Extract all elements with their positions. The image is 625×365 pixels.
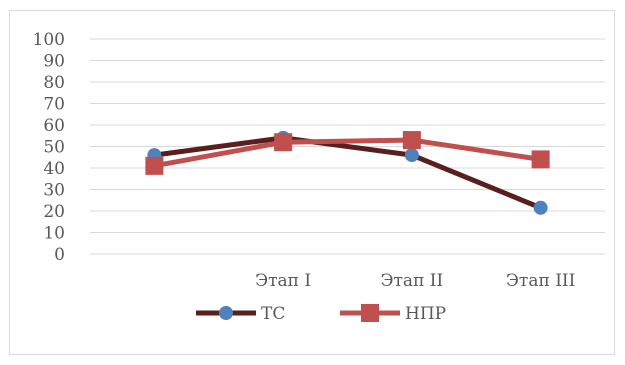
y-tick-label: 40 <box>43 159 65 179</box>
y-tick-label: 90 <box>43 52 65 72</box>
y-tick-label: 10 <box>43 224 65 244</box>
y-tick-label: 60 <box>43 116 65 136</box>
series <box>145 130 550 215</box>
y-tick-label: 100 <box>33 30 65 50</box>
data-point <box>274 133 293 152</box>
y-tick-label: 30 <box>43 181 65 201</box>
series-line <box>151 137 544 169</box>
legend-marker <box>219 306 233 320</box>
legend: ТС НПР <box>196 304 446 324</box>
y-tick-label: 20 <box>43 202 65 222</box>
y-tick-label: 80 <box>43 73 65 93</box>
x-category-label: Этап II <box>381 271 444 291</box>
data-point <box>533 200 548 215</box>
y-tick-label: 70 <box>43 95 65 115</box>
x-category-label: Этап I <box>255 271 311 291</box>
data-point <box>531 150 550 169</box>
y-tick-label: 0 <box>54 245 65 265</box>
x-axis-categories: Этап I Этап II Этап III <box>255 271 575 291</box>
chart-container: 0 10 20 30 40 50 60 70 80 90 100 Этап I Этап II Этап… <box>9 10 615 355</box>
legend-label: НПР <box>405 304 446 324</box>
x-category-label: Этап III <box>506 271 575 291</box>
legend-entry: ТС <box>196 304 285 324</box>
series-line <box>151 135 544 211</box>
y-tick-label: 50 <box>43 138 65 158</box>
legend-marker <box>361 304 379 322</box>
legend-label: ТС <box>261 304 285 324</box>
data-point <box>402 131 421 150</box>
data-point <box>145 156 164 175</box>
legend-entry: НПР <box>340 304 446 324</box>
series-2 <box>145 131 550 175</box>
data-point <box>404 148 419 163</box>
